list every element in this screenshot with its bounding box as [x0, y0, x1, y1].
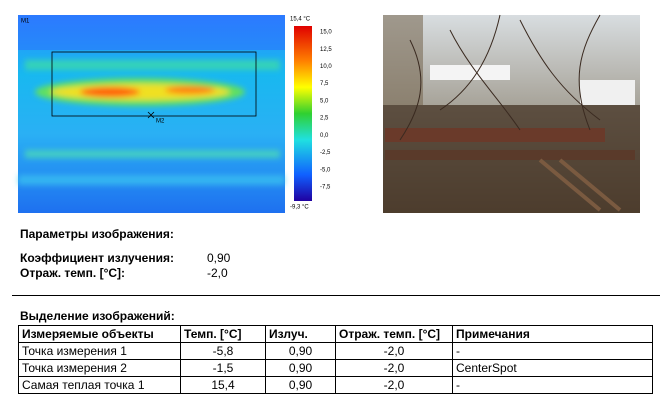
- table-cell: Самая теплая точка 1: [18, 376, 181, 394]
- marker-label: M1: [21, 19, 30, 25]
- table-cell: -2,0: [335, 359, 453, 377]
- table-cell: -1,5: [180, 359, 266, 377]
- scale-label: 12,5: [320, 47, 332, 53]
- thermal-image: M1 M2: [18, 15, 285, 213]
- header-cell: Темп. [°C]: [180, 325, 266, 343]
- table-cell: -2,0: [335, 376, 453, 394]
- scale-label: -2,5: [320, 150, 331, 156]
- table-cell: 15,4: [180, 376, 266, 394]
- images: M1 M2 15,4 °C 15,0 12,5 10,0 7,5 5,0 2,5 0,0 -2,…: [18, 14, 640, 213]
- scale-label: 7,5: [320, 81, 329, 87]
- table-cell: -: [452, 342, 653, 360]
- scale-label: 5,0: [320, 98, 329, 104]
- table-cell: -: [452, 376, 653, 394]
- table-cell: Точка измерения 1: [18, 342, 181, 360]
- header-cell: Измеряемые объекты: [18, 325, 181, 343]
- table-cell: Точка измерения 2: [18, 359, 181, 377]
- header-cell: Отраж. темп. [°C]: [335, 325, 453, 343]
- scale-label: -9,3 °C: [290, 205, 309, 211]
- table-cell: 0,90: [265, 342, 336, 360]
- photo: [383, 14, 640, 213]
- scale-label: -7,5: [320, 185, 331, 191]
- scale-label: 10,0: [320, 64, 332, 70]
- divider: [12, 295, 660, 296]
- table-row: Самая теплая точка 1 15,4 0,90 -2,0-: [18, 376, 653, 394]
- table-cell: -5,8: [180, 342, 266, 360]
- parameter-value: -2,0: [207, 266, 228, 280]
- scale-label: 15,4 °C: [290, 17, 311, 23]
- parameter-label: Коэффициент излучения:: [20, 251, 174, 265]
- scale-label: 2,5: [320, 116, 329, 122]
- marker-label: M2: [156, 119, 165, 125]
- table-cell: CenterSpot: [452, 359, 653, 377]
- table-cell: 0,90: [265, 359, 336, 377]
- section-title: Параметры изображения:: [20, 227, 174, 241]
- section-title: Выделение изображений:: [20, 309, 175, 323]
- scale-label: 0,0: [320, 133, 329, 139]
- selection-table: Измеряемые объекты Темп. [°C] Излуч. Отраж.…: [18, 325, 653, 394]
- table-row: Точка измерения 1 -5,8 0,90 -2,0-: [18, 342, 653, 360]
- header-cell: Примечания: [452, 325, 653, 343]
- table-cell: 0,90: [265, 376, 336, 394]
- scale-label: 15,0: [320, 30, 332, 36]
- color-scale: 15,4 °C 15,0 12,5 10,0 7,5 5,0 2,5 0,0 -2,5 -5,0 -…: [290, 17, 332, 211]
- table-cell: -2,0: [335, 342, 453, 360]
- table-row: Точка измерения 2 -1,5 0,90 -2,0 CenterSpot: [18, 359, 653, 377]
- parameter-label: Отраж. темп. [°C]:: [20, 266, 126, 280]
- table-row: Измеряемые объекты Темп. [°C] Излуч. Отраж.…: [18, 325, 653, 343]
- header-cell: Излуч.: [265, 325, 336, 343]
- parameter-value: 0,90: [207, 251, 231, 265]
- scale-label: -5,0: [320, 167, 331, 173]
